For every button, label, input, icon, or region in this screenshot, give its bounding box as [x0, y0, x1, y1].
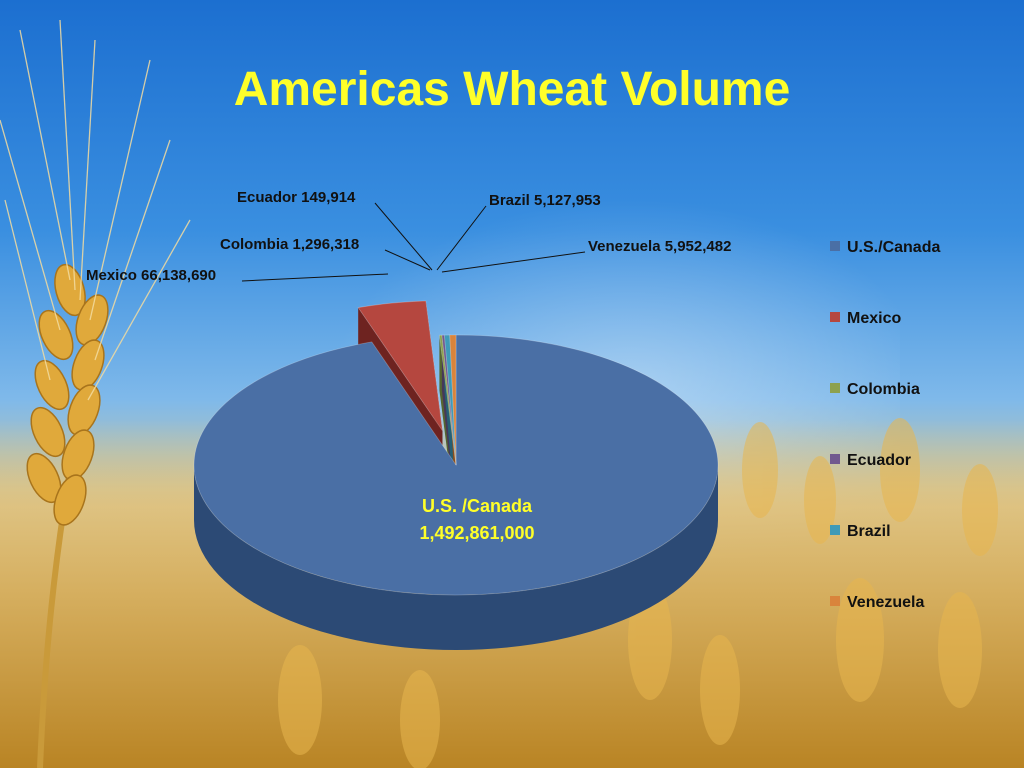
data-label-us-canada-0: U.S. /Canada [422, 496, 533, 516]
data-label-ecuador: Ecuador 149,914 [237, 189, 356, 206]
data-label-mexico: Mexico 66,138,690 [86, 267, 216, 284]
slice-mexico [357, 300, 443, 431]
data-label-brazil: Brazil 5,127,953 [489, 192, 601, 209]
leader-line-venezuela [441, 251, 586, 273]
legend-label-ecuador: Ecuador [847, 452, 911, 469]
leader-line-ecuador [374, 202, 433, 271]
slice-u-s-canada [193, 334, 719, 596]
leader-line-brazil [436, 205, 487, 271]
legend-swatch-venezuela [830, 596, 840, 606]
slice-brazil [443, 334, 457, 466]
legend-label-mexico: Mexico [847, 310, 901, 327]
slice-side-u-s-canada [194, 465, 718, 650]
slice-venezuela [449, 334, 457, 466]
legend-label-brazil: Brazil [847, 523, 891, 540]
data-label-venezuela: Venezuela 5,952,482 [588, 238, 731, 255]
data-label-colombia: Colombia 1,296,318 [220, 236, 359, 253]
data-label-us-canada-1: 1,492,861,000 [419, 523, 534, 543]
slice-ecuador [441, 334, 457, 466]
legend-label-venezuela: Venezuela [847, 594, 924, 611]
leader-line-colombia [384, 249, 431, 271]
slice-colombia [438, 334, 457, 466]
leader-line-mexico [241, 273, 389, 282]
legend-swatch-u-s-canada [830, 241, 840, 251]
legend-swatch-mexico [830, 312, 840, 322]
legend-label-u-s-canada: U.S./Canada [847, 239, 940, 256]
legend-swatch-ecuador [830, 454, 840, 464]
wheat-stalk-illustration [0, 19, 191, 768]
slide-title: Americas Wheat Volume [233, 63, 791, 116]
legend-swatch-brazil [830, 525, 840, 535]
legend-swatch-colombia [830, 383, 840, 393]
legend-label-colombia: Colombia [847, 381, 920, 398]
